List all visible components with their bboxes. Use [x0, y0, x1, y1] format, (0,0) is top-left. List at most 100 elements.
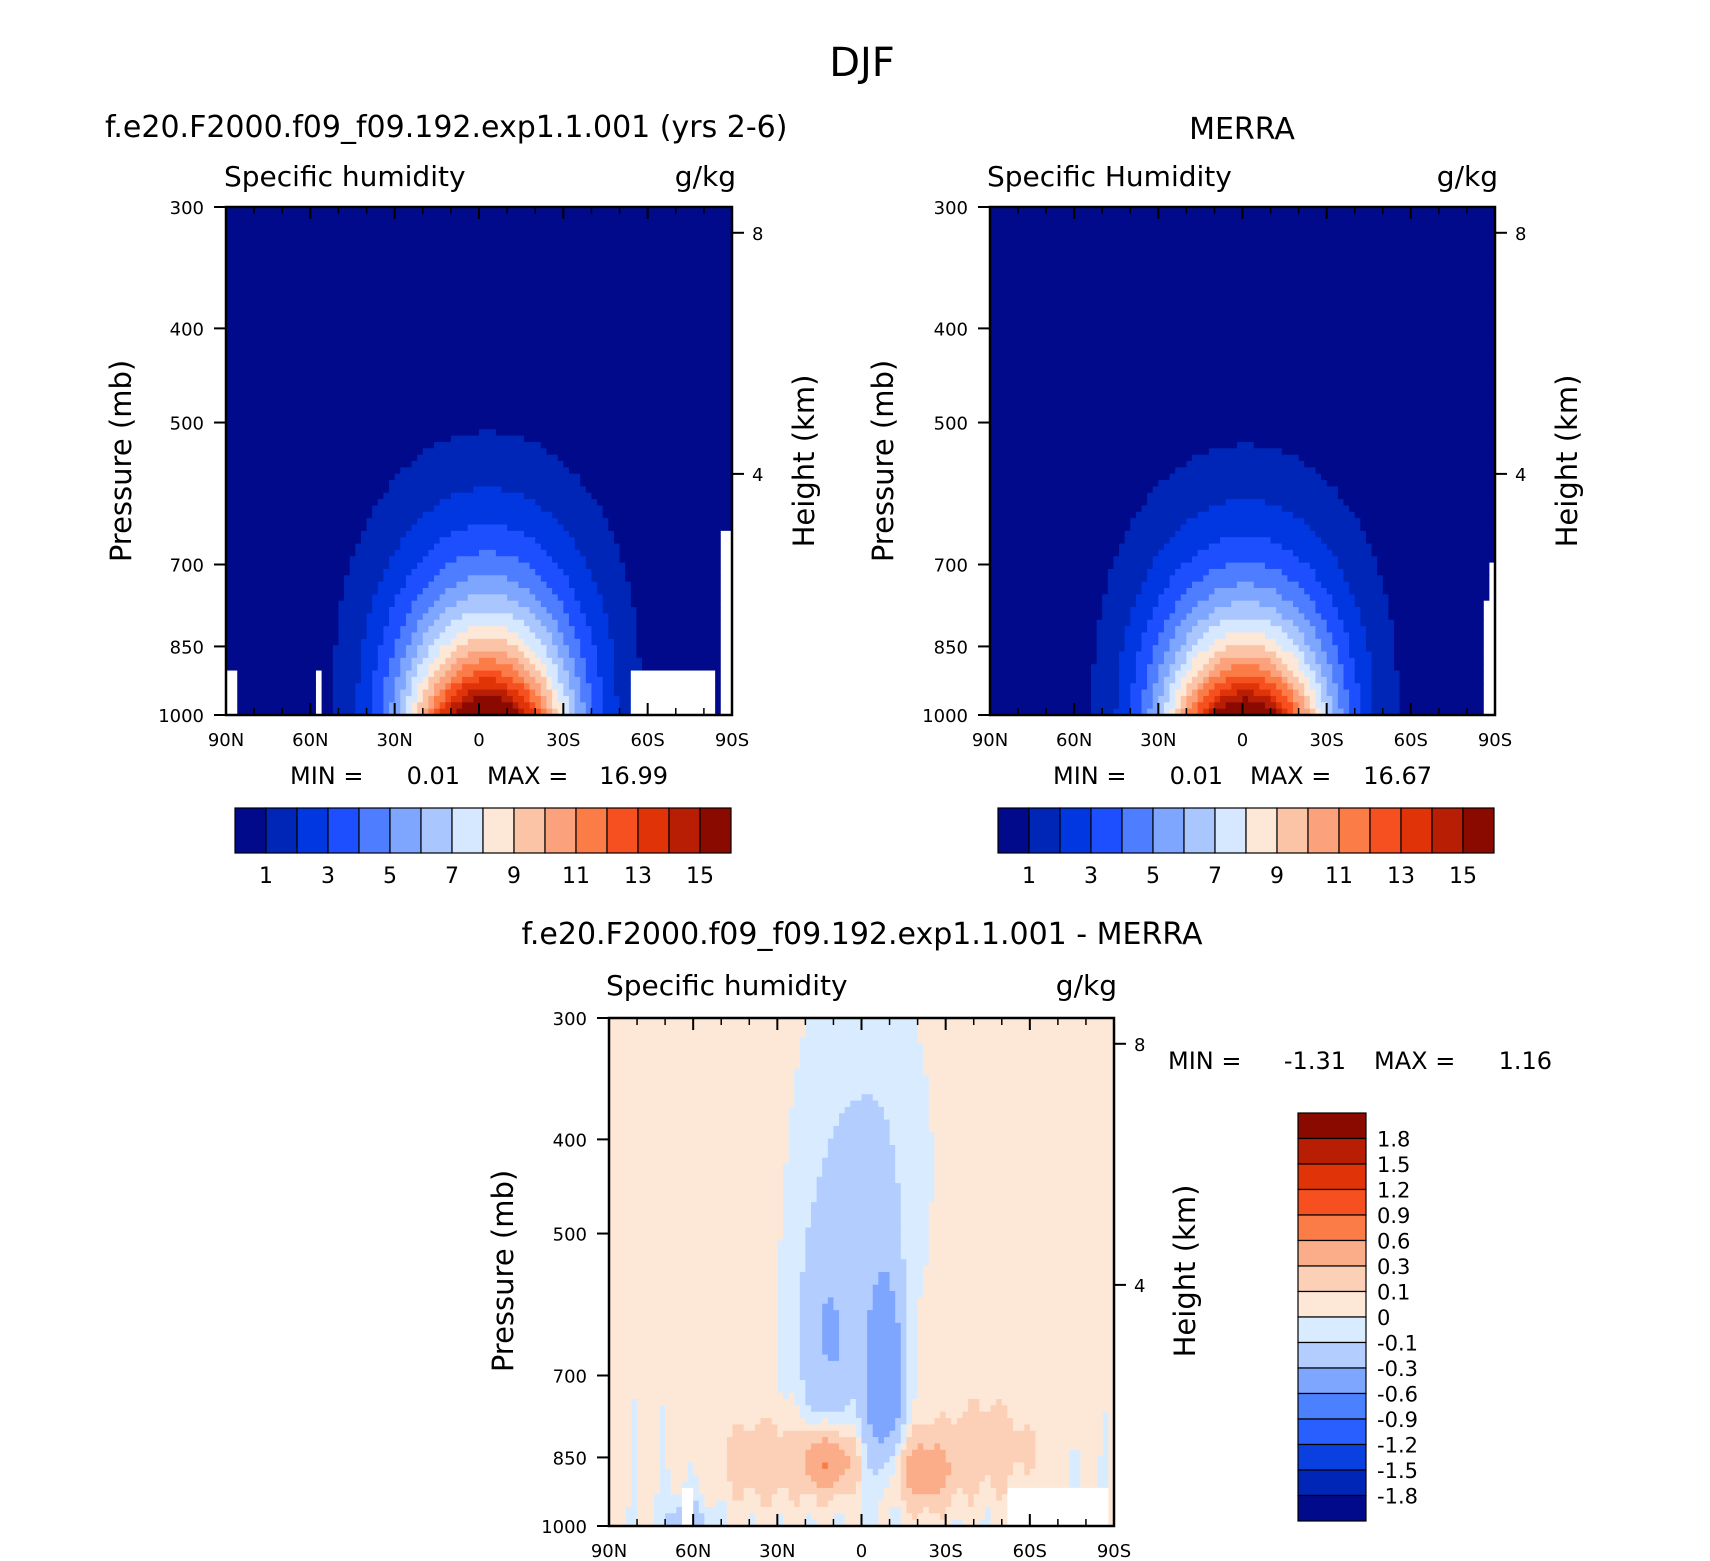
colorbar-box — [1297, 1188, 1367, 1216]
humidity-cell — [226, 251, 732, 259]
difference-cell — [833, 1494, 863, 1502]
humidity-cell — [1332, 600, 1356, 608]
humidity-cell — [1276, 607, 1300, 614]
humidity-cell — [1208, 568, 1283, 576]
difference-cell — [788, 1494, 801, 1502]
humidity-cell — [411, 702, 418, 710]
y2-tick-label: 8 — [752, 224, 763, 245]
humidity-cell — [226, 264, 732, 272]
humidity-cell — [1287, 683, 1294, 691]
difference-cell — [609, 1379, 778, 1387]
humidity-cell — [546, 676, 553, 684]
humidity-cell — [1281, 708, 1288, 715]
difference-cell — [872, 1291, 896, 1298]
humidity-cell — [1337, 683, 1345, 691]
difference-cell — [990, 1519, 1008, 1526]
x-tick-label: 60S — [1013, 1541, 1047, 1561]
difference-cell — [900, 1411, 907, 1419]
difference-cell — [900, 1348, 907, 1356]
difference-cell — [917, 1348, 1114, 1356]
humidity-cell — [1360, 708, 1373, 715]
humidity-cell — [1197, 549, 1294, 557]
difference-cell — [912, 1411, 941, 1419]
difference-cell — [1024, 1424, 1031, 1432]
humidity-cell — [597, 588, 632, 595]
humidity-cell — [580, 695, 593, 703]
humidity-cell — [1135, 664, 1148, 672]
humidity-cell — [546, 664, 559, 672]
difference-cell — [883, 1487, 902, 1495]
difference-cell — [743, 1494, 762, 1502]
difference-cell — [794, 1087, 930, 1095]
x-tick-label: 90N — [208, 730, 244, 751]
difference-cell — [665, 1519, 683, 1526]
difference-cell — [653, 1519, 666, 1526]
difference-cell — [811, 1208, 902, 1216]
humidity-cell — [226, 372, 732, 380]
humidity-cell — [1399, 695, 1485, 703]
difference-cell — [1108, 1481, 1114, 1489]
difference-cell — [844, 1513, 863, 1521]
humidity-cell — [512, 695, 525, 703]
humidity-cell — [1208, 676, 1227, 684]
humidity-cell — [1152, 689, 1165, 697]
panel-model-colorbar: 1 3 5 7 9 11 13 15 — [234, 807, 732, 889]
humidity-cell — [422, 588, 446, 595]
humidity-cell — [1309, 619, 1328, 627]
humidity-cell — [355, 543, 401, 551]
humidity-cell — [529, 657, 542, 665]
humidity-cell — [512, 664, 525, 672]
humidity-cell — [1175, 689, 1187, 697]
humidity-cell — [1091, 664, 1120, 672]
humidity-cell — [990, 346, 1495, 354]
x-tick-label: 0 — [1237, 730, 1248, 751]
difference-cell — [1007, 1506, 1109, 1514]
difference-cell — [609, 1354, 778, 1362]
humidity-cell — [1169, 537, 1221, 545]
humidity-cell — [1203, 708, 1210, 715]
difference-cell — [889, 1475, 902, 1483]
difference-cell — [923, 1062, 1114, 1070]
humidity-cell — [1298, 581, 1322, 589]
difference-cell — [1007, 1500, 1109, 1508]
difference-cell — [1069, 1481, 1081, 1489]
humidity-cell — [226, 695, 238, 703]
humidity-cell — [332, 683, 356, 691]
humidity-cell — [439, 645, 458, 653]
humidity-cell — [1208, 613, 1283, 621]
humidity-cell — [434, 670, 446, 678]
difference-cell — [855, 1487, 863, 1495]
humidity-cell — [456, 670, 474, 678]
humidity-cell — [1293, 600, 1317, 608]
humidity-cell — [529, 695, 542, 703]
humidity-cell — [1152, 651, 1165, 659]
difference-cell — [788, 1132, 835, 1140]
humidity-cell — [237, 708, 317, 715]
humidity-cell — [1135, 670, 1148, 678]
humidity-cell — [226, 645, 334, 653]
difference-cell — [951, 1500, 969, 1508]
colorbar-box — [1462, 807, 1495, 854]
difference-cell — [867, 1348, 902, 1356]
x-tick-label: 90N — [972, 730, 1008, 751]
difference-cell — [889, 1132, 936, 1140]
difference-cell — [659, 1418, 666, 1425]
humidity-cell — [456, 581, 519, 589]
humidity-cell — [450, 530, 525, 538]
difference-cell — [990, 1506, 1008, 1514]
humidity-cell — [1119, 695, 1131, 703]
humidity-cell — [495, 676, 514, 684]
humidity-cell — [1337, 702, 1350, 710]
humidity-cell — [226, 670, 238, 678]
difference-cell — [923, 1284, 1114, 1292]
difference-cell — [799, 1335, 823, 1343]
humidity-cell — [366, 626, 385, 634]
humidity-cell — [1337, 556, 1378, 564]
humidity-cell — [552, 613, 570, 621]
humidity-cell — [990, 270, 1495, 278]
humidity-cell — [990, 556, 1115, 564]
humidity-cell — [1135, 657, 1154, 665]
y-tick-label: 300 — [170, 198, 204, 219]
humidity-cell — [479, 657, 497, 665]
difference-cell — [889, 1119, 930, 1127]
